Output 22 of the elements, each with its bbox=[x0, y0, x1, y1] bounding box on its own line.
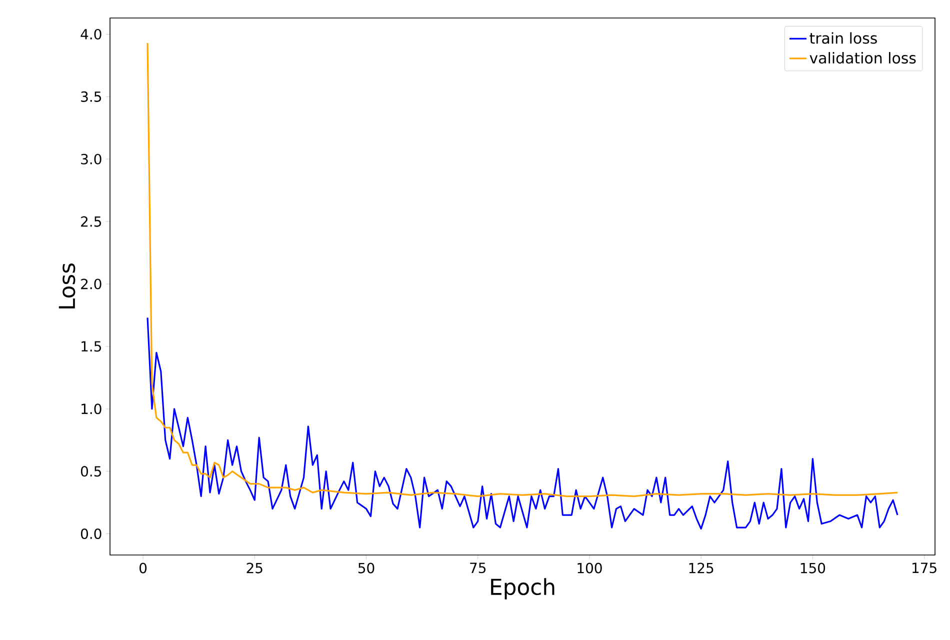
x-tick-label: 25 bbox=[246, 562, 262, 574]
y-tick-label: 2.5 bbox=[81, 216, 102, 227]
y-tick-label: 0.5 bbox=[80, 466, 102, 477]
y-tick-label: 1.5 bbox=[82, 341, 102, 352]
x-tick-label: 125 bbox=[689, 562, 714, 574]
x-tick-label: 175 bbox=[912, 562, 936, 574]
y-tick-label: 1.0 bbox=[82, 404, 102, 414]
x-tick-label: 100 bbox=[578, 562, 602, 574]
y-tick-label: 4.0 bbox=[80, 28, 102, 40]
legend-label: validation loss bbox=[810, 52, 916, 64]
x-tick-label: 75 bbox=[470, 562, 486, 574]
legend-label: train loss bbox=[810, 32, 877, 44]
y-axis-title: Loss bbox=[58, 264, 76, 308]
y-tick-label: 3.5 bbox=[81, 91, 102, 102]
y-tick-label: 2.0 bbox=[81, 278, 102, 290]
x-tick-label: 0 bbox=[140, 562, 147, 574]
y-tick-label: 3.0 bbox=[81, 154, 102, 164]
y-tick-label: 0.0 bbox=[80, 528, 102, 540]
x-tick-label: 50 bbox=[358, 562, 374, 574]
x-tick-label: 150 bbox=[800, 562, 826, 574]
x-axis-title: Epoch bbox=[491, 578, 554, 600]
line-series bbox=[146, 316, 898, 530]
